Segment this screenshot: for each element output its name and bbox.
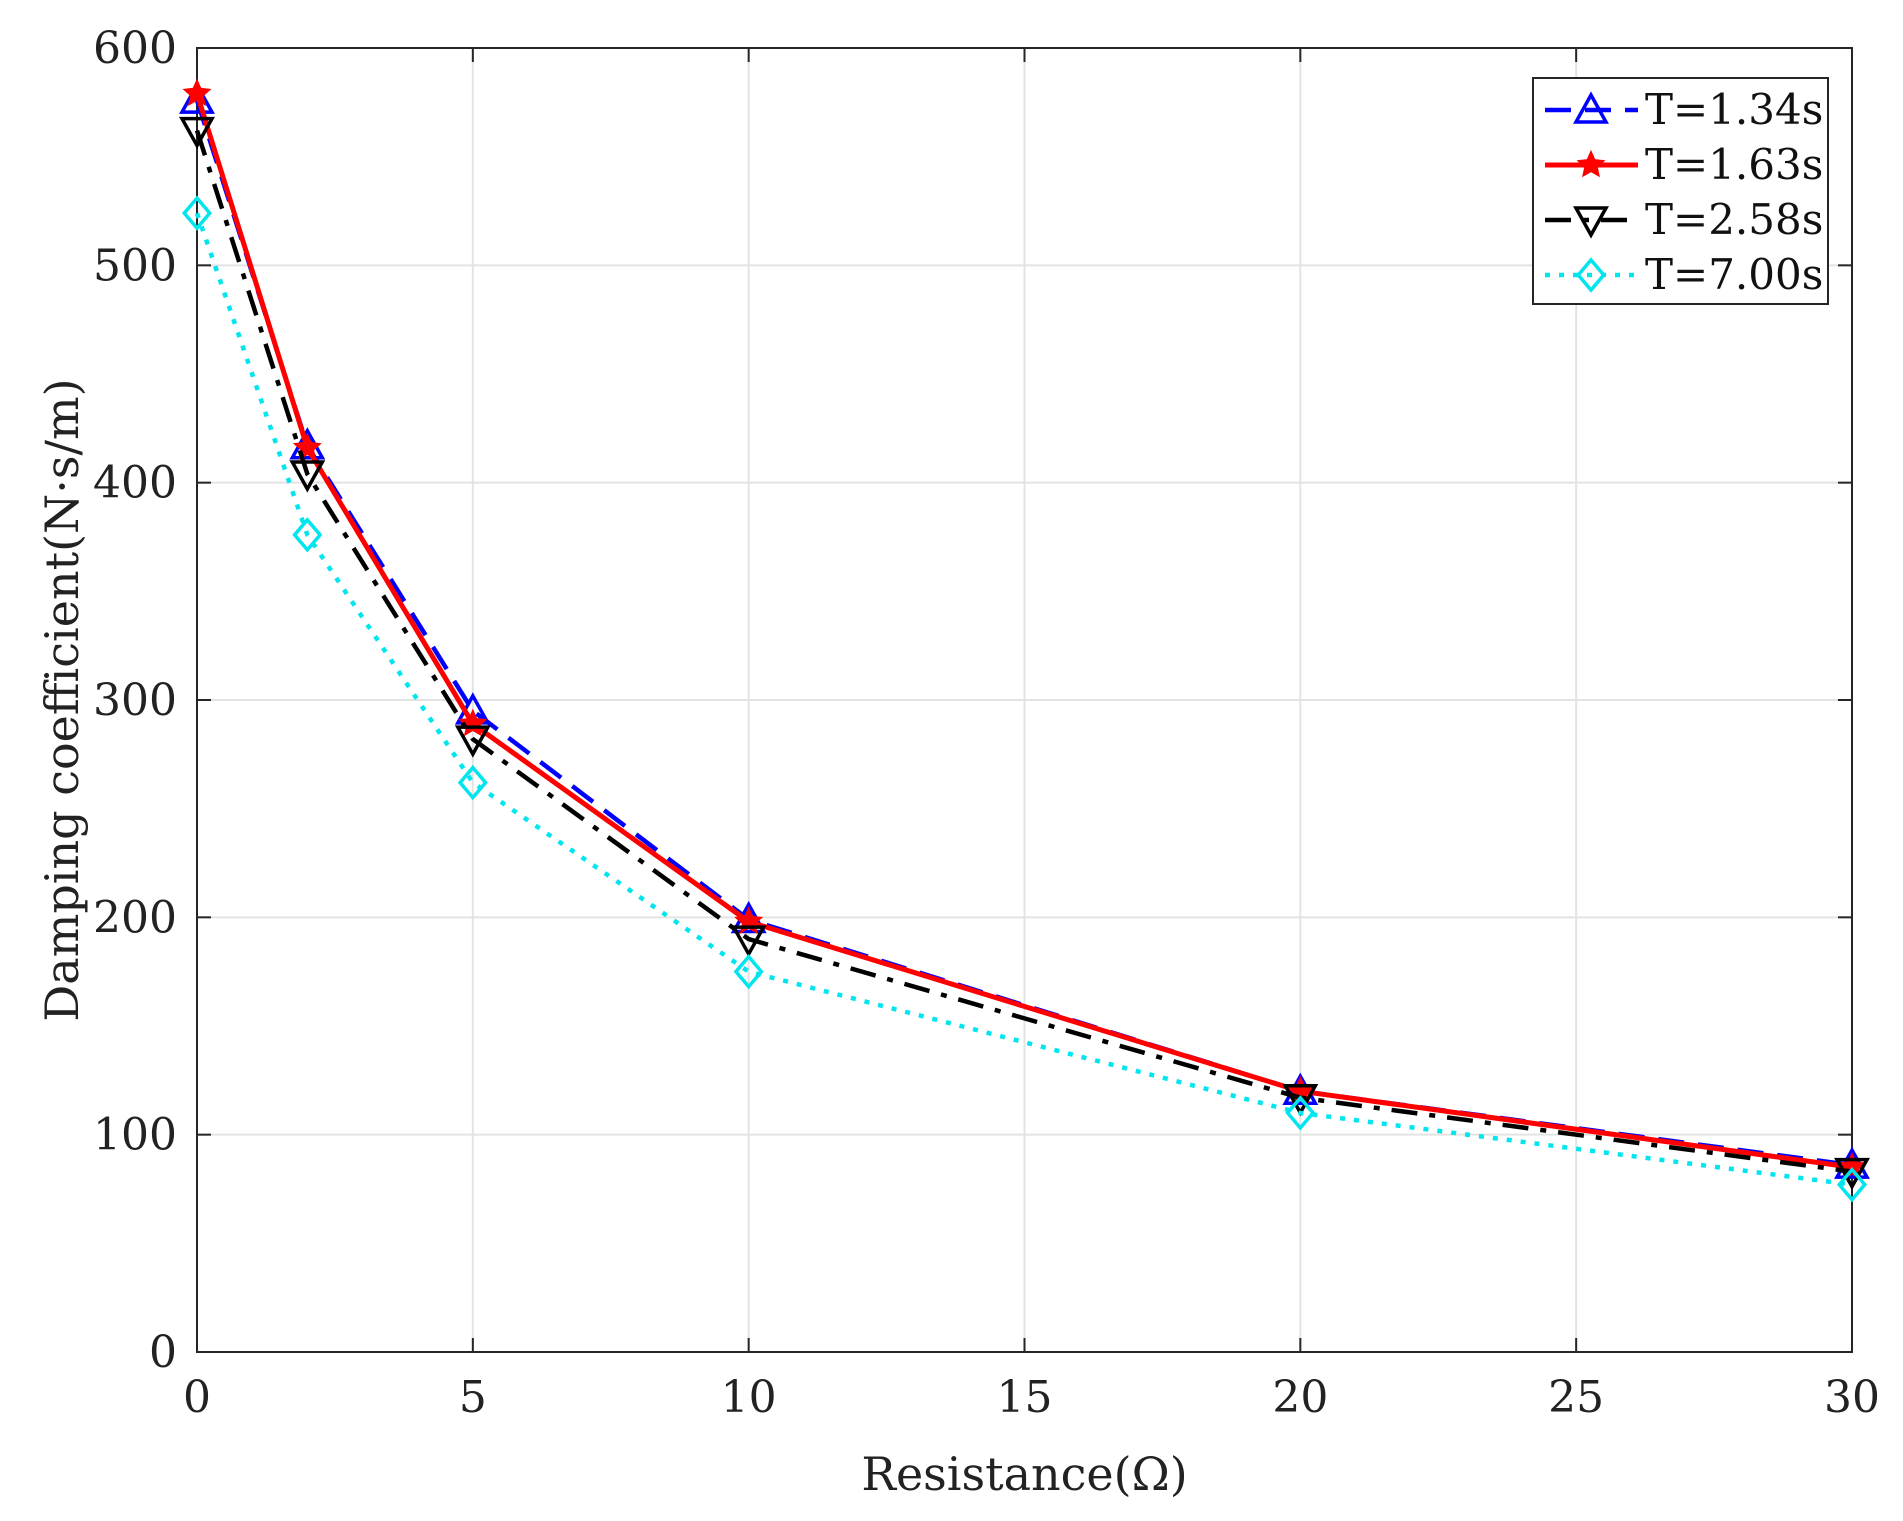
legend-label: T=7.00s — [1645, 250, 1823, 299]
data-point — [733, 953, 764, 990]
legend-marker — [1576, 149, 1606, 178]
legend-marker — [1575, 257, 1607, 293]
x-tick-label: 10 — [721, 1372, 777, 1423]
series-line — [194, 92, 1853, 1170]
x-tick-label: 25 — [1548, 1372, 1604, 1423]
data-point — [1836, 1166, 1868, 1203]
legend-entry: T=2.58s — [1545, 195, 1823, 244]
y-tick-label: 500 — [93, 240, 177, 291]
data-point — [182, 78, 212, 106]
x-tick-label: 5 — [459, 1372, 487, 1423]
series-4 — [181, 195, 1868, 1203]
legend-box — [1532, 77, 1829, 305]
y-tick-label: 200 — [93, 892, 177, 943]
legend-label: T=2.58s — [1645, 195, 1823, 244]
legend-marker — [1573, 91, 1609, 124]
data-point — [292, 517, 323, 553]
data-point — [454, 725, 491, 758]
x-tick-label: 30 — [1824, 1372, 1880, 1423]
series-line — [194, 129, 1853, 1174]
x-tick-label: 0 — [183, 1372, 211, 1423]
data-point — [289, 460, 326, 493]
series-line — [194, 212, 1853, 1187]
y-tick-label: 300 — [93, 675, 177, 726]
data-point — [181, 195, 213, 231]
legend-entry: T=1.34s — [1545, 85, 1823, 134]
legend-label: T=1.63s — [1645, 140, 1823, 189]
legend-entry: T=7.00s — [1545, 250, 1823, 299]
series-layer — [179, 78, 1870, 1203]
legend-entry: T=1.63s — [1545, 140, 1823, 189]
legend: T=1.34s T=1.63s T=2.58s T=7.00s — [1532, 77, 1829, 305]
legend-marker — [1573, 206, 1609, 239]
data-point — [1285, 1095, 1316, 1131]
legend-label: T=1.34s — [1645, 85, 1823, 134]
y-tick-label: 600 — [93, 23, 177, 74]
y-tick-label: 400 — [93, 458, 177, 509]
data-point — [179, 81, 215, 114]
series-3 — [179, 116, 1870, 1191]
x-tick-label: 20 — [1272, 1372, 1328, 1423]
y-tick-label: 0 — [149, 1327, 177, 1378]
data-point — [1282, 1083, 1319, 1117]
x-axis-title: Resistance(Ω) — [861, 1447, 1187, 1501]
y-axis-title: Damping coefficient(N·s/m) — [35, 378, 89, 1021]
y-tick-label: 100 — [93, 1110, 177, 1161]
data-point — [457, 764, 488, 801]
data-point — [179, 116, 215, 150]
x-tick-label: 15 — [997, 1372, 1053, 1423]
data-point — [730, 925, 767, 958]
ticks — [196, 47, 1853, 1353]
data-point — [1834, 1157, 1870, 1191]
